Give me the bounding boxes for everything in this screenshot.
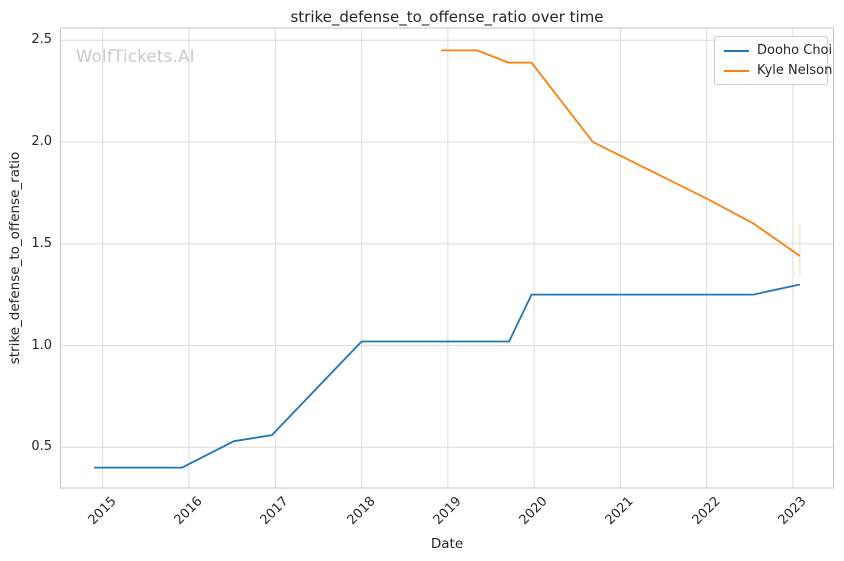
legend-item: Kyle Nelson — [724, 62, 832, 79]
y-axis-label: strike_defense_to_offense_ratio — [7, 151, 23, 365]
x-axis-label: Date — [430, 536, 464, 552]
y-tick-label: 2.5 — [31, 32, 52, 48]
y-tick-label: 0.5 — [31, 439, 52, 455]
series-line-dooho-choi — [94, 283, 801, 469]
legend-line-swatch — [724, 49, 749, 52]
plot-border — [60, 27, 834, 489]
legend-label: Kyle Nelson — [757, 63, 833, 78]
chart-title: strike_defense_to_offense_ratio over tim… — [290, 8, 604, 26]
series-line-kyle-nelson — [441, 49, 801, 257]
legend-item: Dooho Choi — [724, 42, 832, 59]
legend-label: Dooho Choi — [757, 43, 833, 58]
y-tick-label: 2.0 — [31, 133, 52, 149]
y-tick-label: 1.5 — [31, 235, 52, 251]
y-tick-label: 1.0 — [31, 337, 52, 353]
legend: Dooho Choi Kyle Nelson — [714, 36, 832, 85]
legend-line-swatch — [724, 69, 749, 72]
watermark: WolfTickets.AI — [76, 47, 195, 66]
